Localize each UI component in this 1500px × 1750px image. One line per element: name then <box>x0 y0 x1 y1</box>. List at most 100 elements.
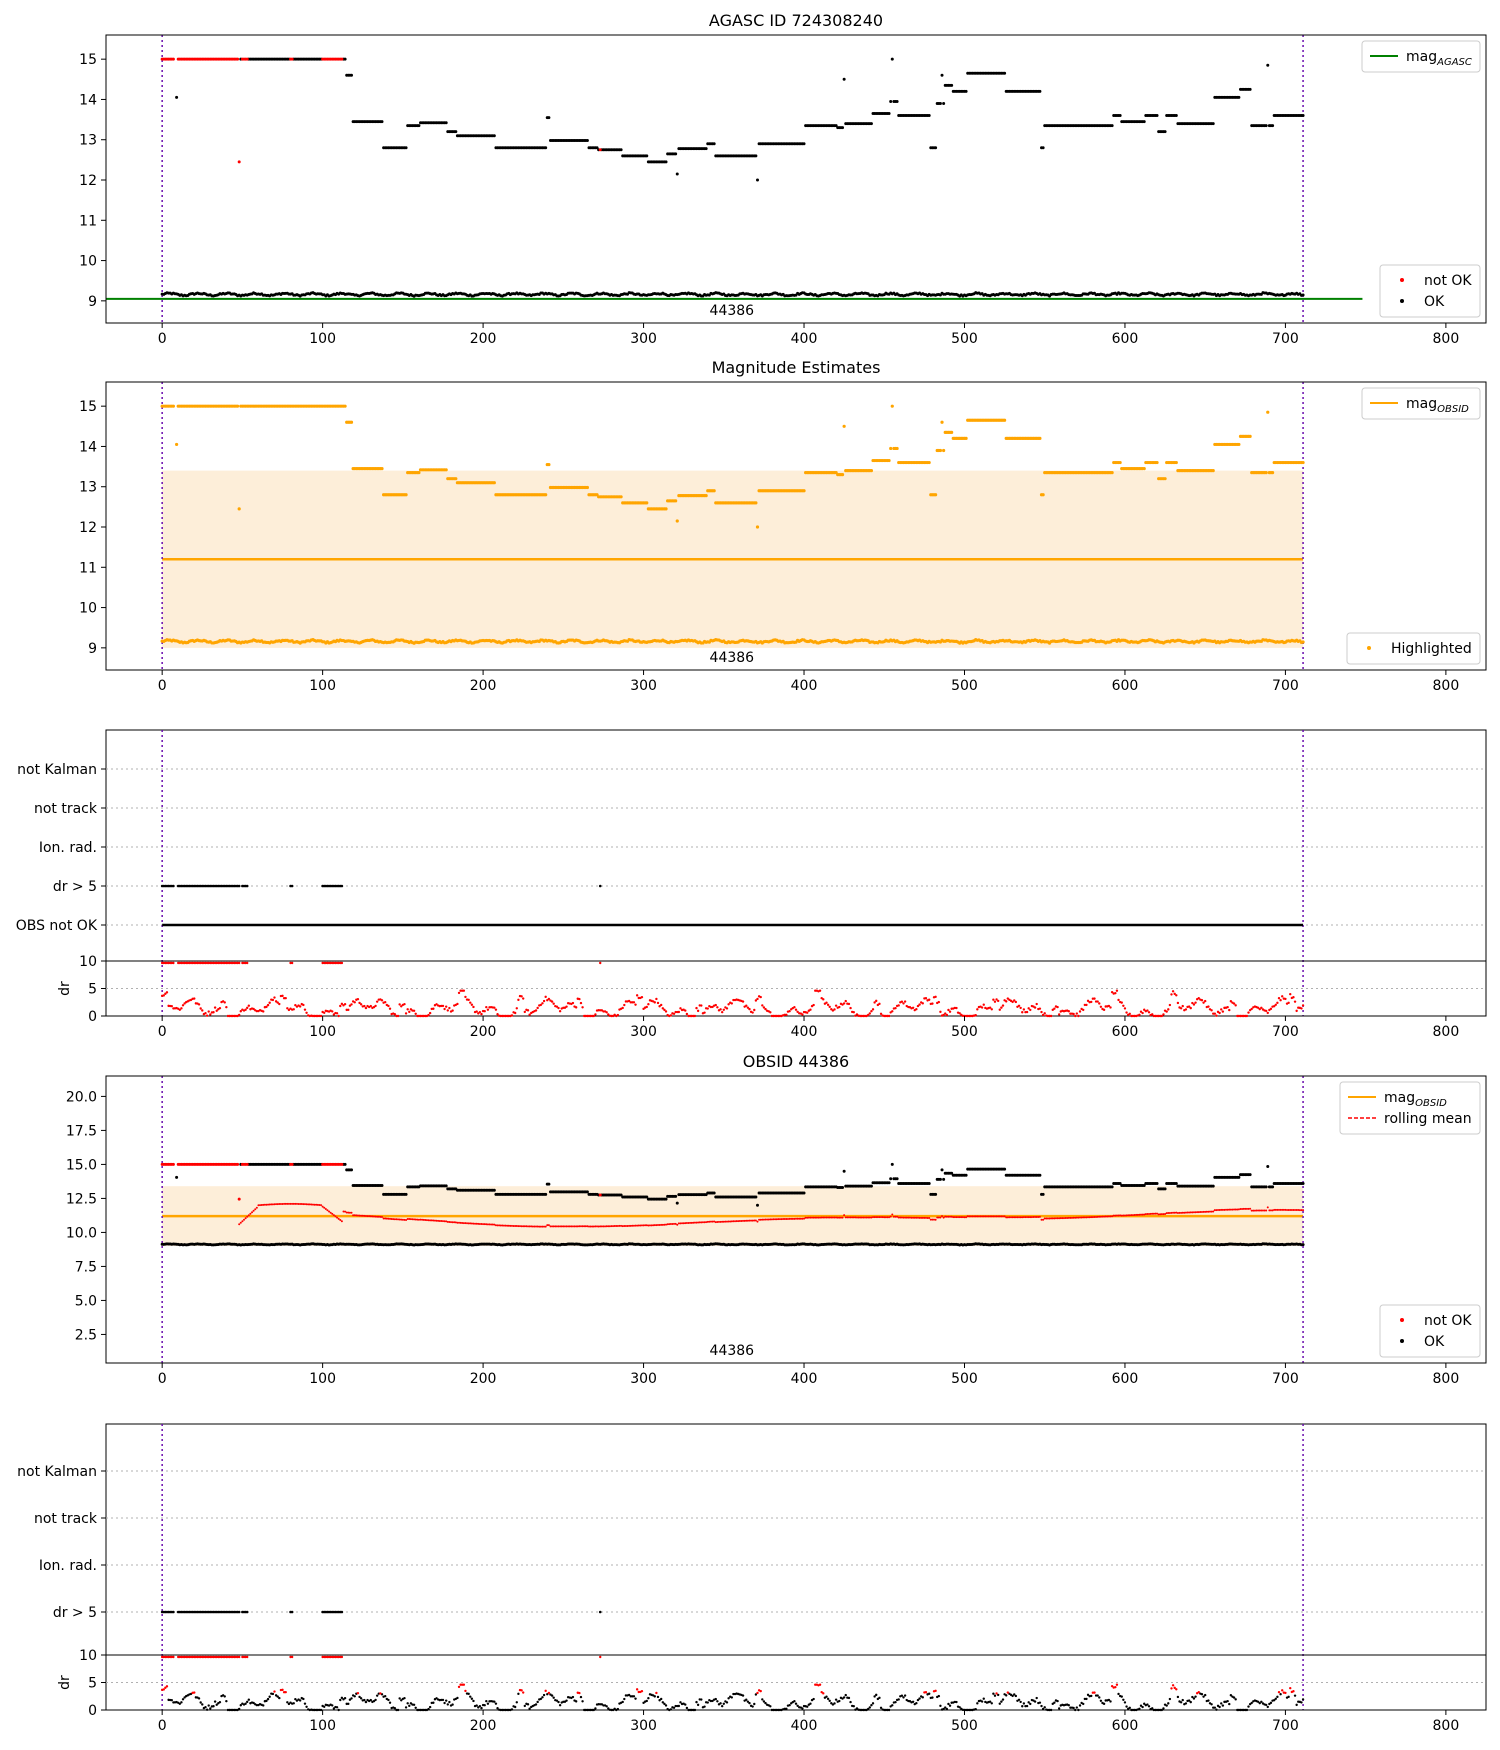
ok-point <box>492 1188 496 1192</box>
highlighted-point <box>895 446 899 451</box>
rolling-mean-point <box>249 1212 252 1215</box>
dr-bad-point <box>645 1005 648 1009</box>
dr-bad-point <box>552 1002 555 1005</box>
dr-bad-point <box>1077 1014 1080 1018</box>
dr-bad-point <box>414 1012 417 1015</box>
rolling-mean-point <box>254 1208 257 1211</box>
ok-point <box>585 1190 589 1194</box>
dr-bad-point <box>730 1002 734 1005</box>
dr-bad-point <box>356 997 360 1001</box>
dr-bad-point <box>616 1013 620 1017</box>
y-tick-label: 15 <box>79 52 97 68</box>
highlighted-point <box>547 462 551 467</box>
ok-point <box>889 99 893 103</box>
ok-point <box>1248 87 1252 91</box>
dr-bad-point <box>1096 1000 1099 1003</box>
legend-label-subscript: AGASC <box>1436 57 1472 68</box>
dr-bad-point <box>647 1003 650 1006</box>
legend-label: Highlighted <box>1391 641 1472 657</box>
y-tick-label: 10 <box>79 254 97 270</box>
highlighted-point <box>1211 469 1215 473</box>
x-tick-label: 100 <box>309 331 336 347</box>
dr-bad-point <box>656 1001 660 1005</box>
dr-bad-point <box>809 1008 812 1011</box>
dr-bad-point <box>852 1011 855 1014</box>
dr-bad-point <box>695 1006 698 1010</box>
dr-bad-point <box>542 999 546 1003</box>
dr-bad-point <box>1099 1005 1103 1008</box>
dr-bad-point <box>998 1008 1001 1011</box>
dr-bad-point <box>655 997 658 1001</box>
y-tick-label: 10 <box>79 601 97 617</box>
dr-bad-point <box>510 1014 514 1017</box>
ok-point <box>1264 124 1268 128</box>
dr-bad-point <box>387 1004 390 1008</box>
rolling-mean-point <box>547 1224 550 1227</box>
highlighted-point <box>674 499 678 503</box>
dr-bad-point <box>340 961 344 965</box>
ok-point <box>175 1175 179 1179</box>
dr-bad-point <box>444 1005 448 1008</box>
rolling-mean-point <box>247 1214 250 1217</box>
dr-bad-point <box>170 1004 173 1008</box>
dr-bad-point <box>388 1007 392 1010</box>
x-tick-label: 200 <box>470 1024 497 1040</box>
dr-bad-point <box>1146 1009 1149 1012</box>
dr-bad-point <box>1228 1008 1231 1012</box>
highlighted-point <box>842 424 846 428</box>
highlighted-point <box>1142 467 1146 471</box>
rolling-mean-point <box>754 1219 757 1222</box>
dr-bad-point <box>557 1006 560 1010</box>
rolling-mean-point <box>941 1215 944 1218</box>
dr-bad-point <box>894 1006 897 1010</box>
dr-bad-point <box>1021 1011 1024 1014</box>
ok-point <box>890 57 894 61</box>
dr-bad-point <box>1114 991 1117 995</box>
legend-label: magAGASC <box>1406 49 1472 68</box>
dr-bad-point <box>204 1012 207 1015</box>
ok-point <box>754 154 758 158</box>
x-tick-label: 100 <box>309 1024 336 1040</box>
dr-bad-point <box>921 1002 924 1005</box>
x-tick-label: 300 <box>630 1024 657 1040</box>
dr-bad-point <box>1019 1006 1022 1010</box>
ok-point <box>1266 63 1270 67</box>
dr-bad-point <box>480 1012 483 1016</box>
dr-bad-point <box>432 1007 435 1010</box>
dr-bad-point <box>605 1011 608 1014</box>
dr-bad-point <box>669 1014 673 1017</box>
ok-point <box>1110 124 1114 128</box>
dr-bad-point <box>393 1012 397 1016</box>
dr-bad-point <box>1226 1005 1229 1009</box>
dr-bad-point <box>761 1004 764 1007</box>
dr-bad-point <box>1165 1010 1168 1013</box>
x-tick-label: 700 <box>1272 1024 1299 1040</box>
dr-bad-point <box>359 1003 363 1006</box>
highlighted-point <box>417 471 421 475</box>
dr-bad-point <box>441 1004 445 1008</box>
dr-bad-point <box>982 1003 985 1006</box>
dr-bad-point <box>1292 996 1295 999</box>
highlighted-point <box>942 448 946 453</box>
dr-bad-point <box>1284 997 1287 1001</box>
dr-bad-point <box>180 1007 183 1010</box>
ok-point <box>444 1184 448 1188</box>
dr-bad-point <box>278 1002 281 1006</box>
chart-title: AGASC ID 724308240 <box>709 11 883 30</box>
dr-bad-point <box>380 999 384 1002</box>
y-tick-label: 13 <box>79 133 97 149</box>
dr-bad-point <box>844 999 847 1003</box>
dr-bad-point <box>364 1006 368 1010</box>
dr-bad-point <box>948 1010 952 1013</box>
highlighted-point <box>1270 471 1275 475</box>
dr-bad-point <box>478 1010 482 1014</box>
dr-flag-point <box>172 884 175 888</box>
ok-point <box>343 57 347 61</box>
dr-bad-point <box>486 1008 490 1011</box>
chart-title: Magnitude Estimates <box>712 358 881 377</box>
x-tick-label: 200 <box>470 331 497 347</box>
dr-bad-point <box>494 1008 498 1011</box>
highlighted-point <box>889 446 893 451</box>
dr-bad-point <box>1098 1002 1101 1005</box>
dr-bad-point <box>634 1003 637 1006</box>
